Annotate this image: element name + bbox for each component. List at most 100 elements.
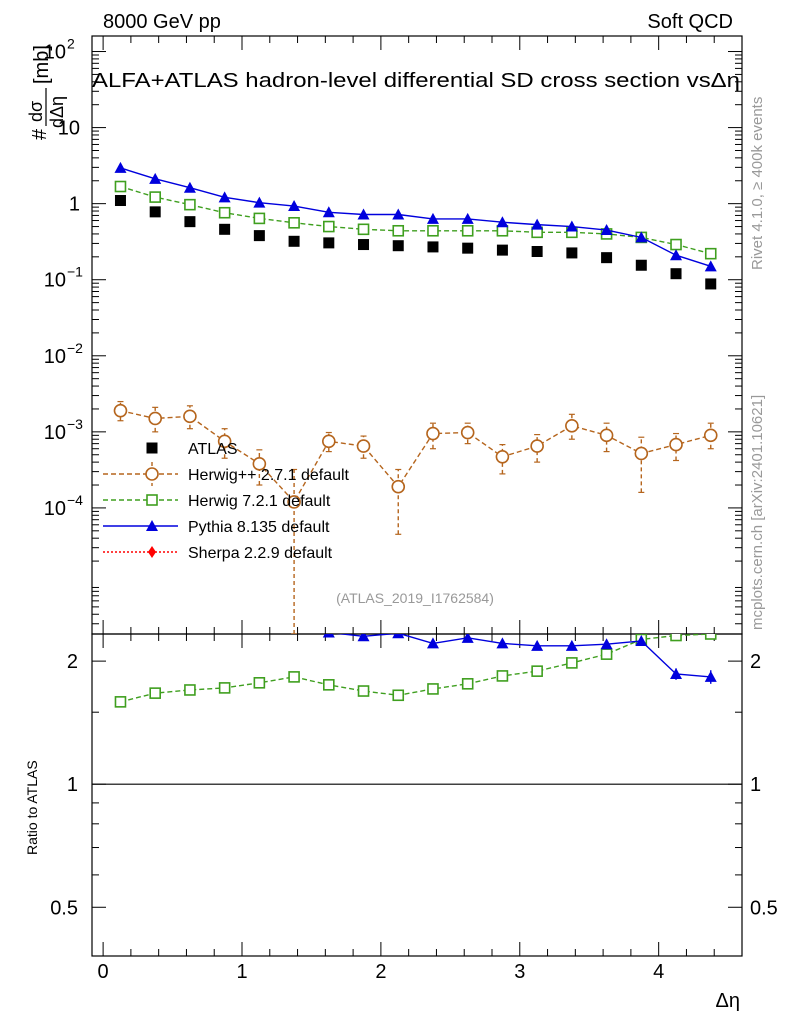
data-point [184,198,196,211]
ratio-point [218,682,231,694]
y-tick-exponent: 2 [67,36,75,52]
data-point [495,449,510,464]
series-atlas [114,195,717,290]
x-tick-label: 2 [375,961,386,983]
data-point [253,230,265,242]
legend-marker [146,520,158,531]
legend-label: ATLAS [188,441,238,458]
series-line [120,167,711,267]
data-point [635,259,647,271]
y-tick-exponent: −2 [67,340,83,356]
data-point [114,161,127,173]
analysis-tag: (ATLAS_2019_I1762584) [336,590,494,606]
ratio-point [670,668,683,680]
header-category-label: Soft QCD [647,11,733,33]
data-point [670,268,682,280]
data-point [356,439,371,453]
ratio-tick-label: 1 [67,774,78,796]
ratio-tick-label-right: 1 [750,774,761,796]
ratio-tick-label: 0.5 [50,897,78,919]
legend-entry: ATLAS [146,441,238,458]
data-point [288,200,301,212]
data-point [149,191,161,203]
svg-text:dσ: dσ [26,101,46,122]
legend-entry: Sherpa 2.2.9 default [103,545,333,562]
data-point [531,245,543,257]
ratio-point [184,684,196,696]
main-series [113,161,718,634]
ratio-point [600,638,613,650]
data-point [357,223,370,236]
x-axis-title: Δη [716,990,740,1012]
data-point [531,218,544,230]
data-point [253,212,266,225]
main-y-axis-title: # dσ dΔη [mb] [26,45,67,140]
data-point [114,180,127,193]
data-point [219,223,231,235]
y-tick-exponent: −3 [67,416,83,432]
data-point [149,172,162,184]
y-tick-label: 10 [44,422,66,444]
ratio-tick-label-right: 2 [750,651,761,673]
data-point [704,247,717,260]
y-tick-label: 10 [58,118,80,140]
svg-text:[mb]: [mb] [31,45,53,84]
ratio-panel-frame [91,633,743,957]
data-point [670,238,682,251]
x-tick-label: 3 [514,961,525,983]
data-point [426,212,439,224]
data-point [218,191,231,203]
data-point [358,239,370,251]
ratio-point [496,670,509,682]
ratio-point [531,639,544,651]
data-point [426,426,440,441]
series-pythia-8-135-default [114,161,717,272]
legend: ATLAS Herwig++ 2.7.1 default Herwig 7.2.1 … [103,441,350,562]
data-point [148,411,162,426]
ratio-line [336,634,711,678]
data-point [670,249,683,261]
legend-label: Herwig 7.2.1 default [188,493,331,510]
data-point [461,212,474,224]
data-point [217,434,232,449]
ratio-point [427,683,439,695]
y-tick-label: 10 [44,498,66,520]
data-point [427,224,439,237]
data-point [357,208,370,220]
data-point [323,220,335,233]
legend-marker [145,467,159,481]
data-point [600,224,613,236]
data-point [184,216,196,228]
data-point [392,240,404,252]
ratio-tick-label: 2 [67,651,78,673]
legend-entry: Pythia 8.135 default [103,519,330,536]
series-line [120,185,711,255]
ratio-point [149,609,161,620]
y-tick-exponent: −4 [67,492,83,508]
y-tick-exponent: −1 [67,264,83,280]
data-point [427,241,439,253]
legend-label: Herwig++ 2.7.1 default [188,467,350,484]
data-point [113,403,128,418]
ratio-point [288,671,300,683]
data-point [703,428,718,443]
data-point [460,425,475,440]
ratio-point [219,615,231,626]
ratio-point [114,696,127,708]
legend-label: Pythia 8.135 default [188,519,330,536]
ratio-point [253,677,266,689]
svg-text:#: # [29,128,51,140]
ratio-point [635,634,648,646]
data-point [252,457,267,471]
data-point [114,195,126,207]
data-point [183,409,197,424]
data-point [565,419,579,433]
header-energy-label: 8000 GeV pp [103,11,221,33]
data-point [705,278,717,290]
data-point [634,446,649,461]
data-point [288,235,300,247]
ratio-line [120,634,711,703]
ratio-point [253,619,265,630]
data-point [149,206,161,218]
